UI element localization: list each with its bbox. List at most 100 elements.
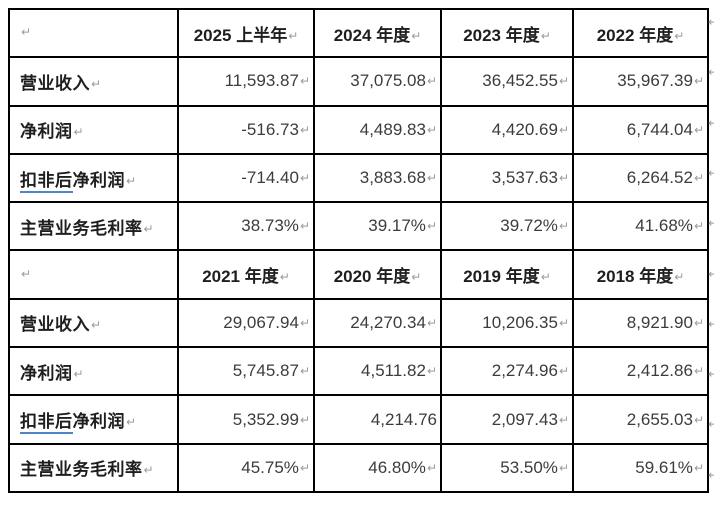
cell-value: 2,655.03 <box>626 409 693 429</box>
return-mark-icon: ↵ <box>91 318 102 333</box>
return-mark-icon: ↵ <box>299 460 310 475</box>
value-cell: 24,270.34↵ <box>313 297 442 349</box>
row-label: 净利润 <box>20 363 73 383</box>
cell-value: 45.75% <box>241 457 299 477</box>
return-mark-icon: ↵ <box>299 412 310 427</box>
return-mark-icon: ↵ <box>288 28 299 43</box>
return-mark-icon: ↵ <box>426 460 437 475</box>
row-end-mark-icon: ↵ <box>708 65 714 80</box>
cell-value: 39.72% <box>500 216 558 236</box>
year-header-label: 2019 年度 <box>463 267 540 287</box>
return-mark-icon: ↵ <box>426 364 437 379</box>
table-row: 扣非后净利润↵ -714.40↵ 3,883.68↵ 3,537.63↵ 6,264.5… <box>8 152 709 204</box>
return-mark-icon: ↵ <box>279 270 290 285</box>
header-row: ↵ 2025 上半年↵ 2024 年度↵ 2023 年度↵ 2022 年度↵ <box>8 7 709 59</box>
value-cell: 5,352.99↵ <box>177 394 315 445</box>
cell-value: 11,593.87 <box>224 71 299 91</box>
return-mark-icon: ↵ <box>558 171 569 186</box>
return-mark-icon: ↵ <box>426 219 437 234</box>
cell-value: 37,075.08 <box>350 71 426 91</box>
return-mark-icon: ↵ <box>674 270 685 285</box>
return-mark-icon: ↵ <box>21 25 32 40</box>
value-cell: 36,452.55↵ <box>440 56 574 107</box>
row-label-underlined: 扣非后 <box>20 170 73 193</box>
return-mark-icon: ↵ <box>426 315 437 330</box>
return-mark-icon: ↵ <box>299 171 310 186</box>
cell-value: 4,489.83 <box>359 119 426 139</box>
return-mark-icon: ↵ <box>558 74 569 89</box>
year-header-cell: 2022 年度↵ <box>572 7 709 59</box>
year-header-cell: 2018 年度↵ <box>572 249 709 300</box>
value-cell: 5,745.87↵ <box>177 346 315 397</box>
return-mark-icon: ↵ <box>426 171 437 186</box>
return-mark-icon: ↵ <box>299 122 310 137</box>
row-end-mark-icon: ↵ <box>708 266 714 281</box>
value-cell: 4,420.69↵ <box>440 104 574 155</box>
financial-table: ↵ 2025 上半年↵ 2024 年度↵ 2023 年度↵ 2022 年度↵ 营业收入↵ 1… <box>8 7 709 493</box>
value-cell: 35,967.39↵ <box>572 56 709 107</box>
value-cell: 8,921.90↵ <box>572 297 709 349</box>
row-end-mark-icon: ↵ <box>708 467 714 482</box>
year-header-label: 2020 年度 <box>333 267 411 287</box>
value-cell: 2,655.03↵ <box>572 394 709 445</box>
cell-value: 2,412.86 <box>626 361 693 381</box>
table-row: 净利润↵ -516.73↵ 4,489.83↵ 4,420.69↵ 6,744.04↵ <box>8 104 709 155</box>
row-label-cell: 净利润↵ <box>8 346 179 397</box>
cell-value: 10,206.35 <box>482 312 558 332</box>
year-header-cell: 2020 年度↵ <box>313 249 442 300</box>
row-label-cell: 主营业务毛利率↵ <box>8 442 179 493</box>
corner-cell: ↵ <box>8 249 179 300</box>
row-end-mark-icon: ↵ <box>708 165 714 180</box>
cell-value: 39.17% <box>368 216 426 236</box>
return-mark-icon: ↵ <box>693 412 704 427</box>
year-header-label: 2023 年度 <box>463 25 540 45</box>
row-end-mark-icon: ↵ <box>708 417 714 432</box>
cell-value: 8,921.90 <box>626 312 693 332</box>
row-label: 主营业务毛利率 <box>20 218 143 238</box>
return-mark-icon: ↵ <box>426 122 437 137</box>
value-cell: 37,075.08↵ <box>313 56 442 107</box>
return-mark-icon: ↵ <box>299 74 310 89</box>
value-cell: 2,274.96↵ <box>440 346 574 397</box>
return-mark-icon: ↵ <box>558 412 569 427</box>
return-mark-icon: ↵ <box>126 415 137 430</box>
year-header-cell: 2023 年度↵ <box>440 7 574 59</box>
table-row: 扣非后净利润↵ 5,352.99↵ 4,214.76 2,097.43↵ 2,655.0… <box>8 394 709 445</box>
row-label: 营业收入 <box>20 73 90 93</box>
table-row: 营业收入↵ 11,593.87↵ 37,075.08↵ 36,452.55↵ 35,96… <box>8 56 709 107</box>
row-label: 净利润 <box>72 170 125 190</box>
value-cell: 4,214.76 <box>313 394 442 445</box>
cell-value: 4,214.76 <box>370 409 437 429</box>
value-cell: 3,883.68↵ <box>313 152 442 204</box>
row-label-cell: 扣非后净利润↵ <box>8 152 179 204</box>
value-cell: 10,206.35↵ <box>440 297 574 349</box>
cell-value: 36,452.55 <box>482 71 558 91</box>
row-label: 净利润 <box>72 412 125 432</box>
return-mark-icon: ↵ <box>143 463 154 478</box>
cell-value: 2,097.43 <box>491 409 558 429</box>
year-header-label: 2021 年度 <box>202 267 279 287</box>
cell-value: 4,511.82 <box>361 361 426 381</box>
corner-cell: ↵ <box>8 7 179 59</box>
year-header-cell: 2024 年度↵ <box>313 7 442 59</box>
return-mark-icon: ↵ <box>693 171 704 186</box>
cell-value: 24,270.34 <box>350 312 426 332</box>
year-header-label: 2025 上半年 <box>193 25 288 45</box>
row-end-mark-icon: ↵ <box>708 316 714 331</box>
value-cell: 53.50%↵ <box>440 442 574 493</box>
return-mark-icon: ↵ <box>143 221 154 236</box>
return-mark-icon: ↵ <box>558 219 569 234</box>
value-cell: -714.40↵ <box>177 152 315 204</box>
cell-value: 6,744.04 <box>626 119 693 139</box>
year-header-label: 2022 年度 <box>596 25 674 45</box>
row-label-cell: 净利润↵ <box>8 104 179 155</box>
cell-value: 5,745.87 <box>232 361 299 381</box>
year-header-cell: 2019 年度↵ <box>440 249 574 300</box>
return-mark-icon: ↵ <box>693 315 704 330</box>
row-label-cell: 营业收入↵ <box>8 297 179 349</box>
value-cell: 4,489.83↵ <box>313 104 442 155</box>
row-label-underlined: 扣非后 <box>20 412 73 435</box>
return-mark-icon: ↵ <box>91 76 102 91</box>
return-mark-icon: ↵ <box>73 125 84 140</box>
cell-value: 3,883.68 <box>359 168 426 188</box>
